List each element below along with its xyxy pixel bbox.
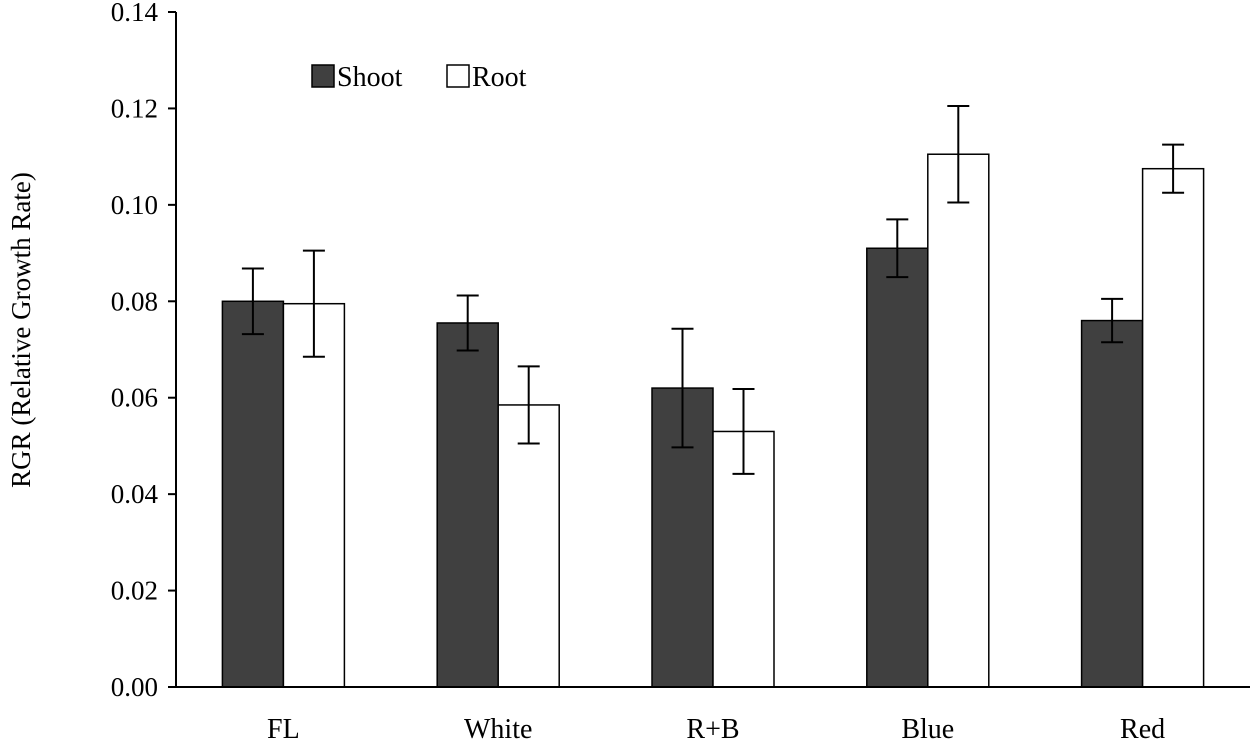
legend-label-root: Root — [472, 62, 527, 93]
bar-shoot-fl — [221, 300, 285, 688]
y-axis-ticks: 0.00 0.02 0.04 0.06 0.08 0.10 0.12 0.14 — [111, 0, 176, 702]
y-tick-label: 0.10 — [111, 190, 158, 220]
bar-shoot-red — [1080, 319, 1144, 688]
bar-shoot-white — [436, 322, 499, 688]
y-tick-label: 0.02 — [111, 576, 158, 606]
y-tick-label: 0.08 — [111, 286, 158, 316]
legend-label-shoot: Shoot — [337, 62, 403, 93]
bar-marks — [221, 153, 1205, 688]
y-tick-label: 0.04 — [111, 479, 159, 509]
bar-root-red — [1141, 167, 1205, 688]
legend-swatch-shoot — [311, 64, 335, 88]
y-tick-label: 0.12 — [111, 93, 158, 123]
y-tick-label: 0.00 — [111, 672, 158, 702]
x-category-label: R+B — [686, 714, 739, 741]
x-category-label: White — [464, 714, 532, 741]
error-bar-marks — [241, 105, 1185, 475]
x-category-label: Blue — [901, 714, 954, 741]
bar-root-fl — [282, 302, 346, 688]
bar-shoot-blue — [866, 247, 929, 688]
x-category-label: FL — [267, 714, 300, 741]
legend: Shoot Root — [311, 62, 527, 93]
y-tick-label: 0.06 — [111, 383, 158, 413]
bar-root-white — [497, 404, 560, 688]
x-category-label: Red — [1120, 714, 1165, 741]
legend-swatch-root — [446, 64, 470, 88]
y-axis-title: RGR (Relative Growth Rate) — [6, 172, 36, 488]
x-axis-labels: FL White R+B Blue Red — [267, 714, 1165, 741]
y-tick-label: 0.14 — [111, 0, 159, 27]
bar-root-blue — [927, 153, 990, 688]
